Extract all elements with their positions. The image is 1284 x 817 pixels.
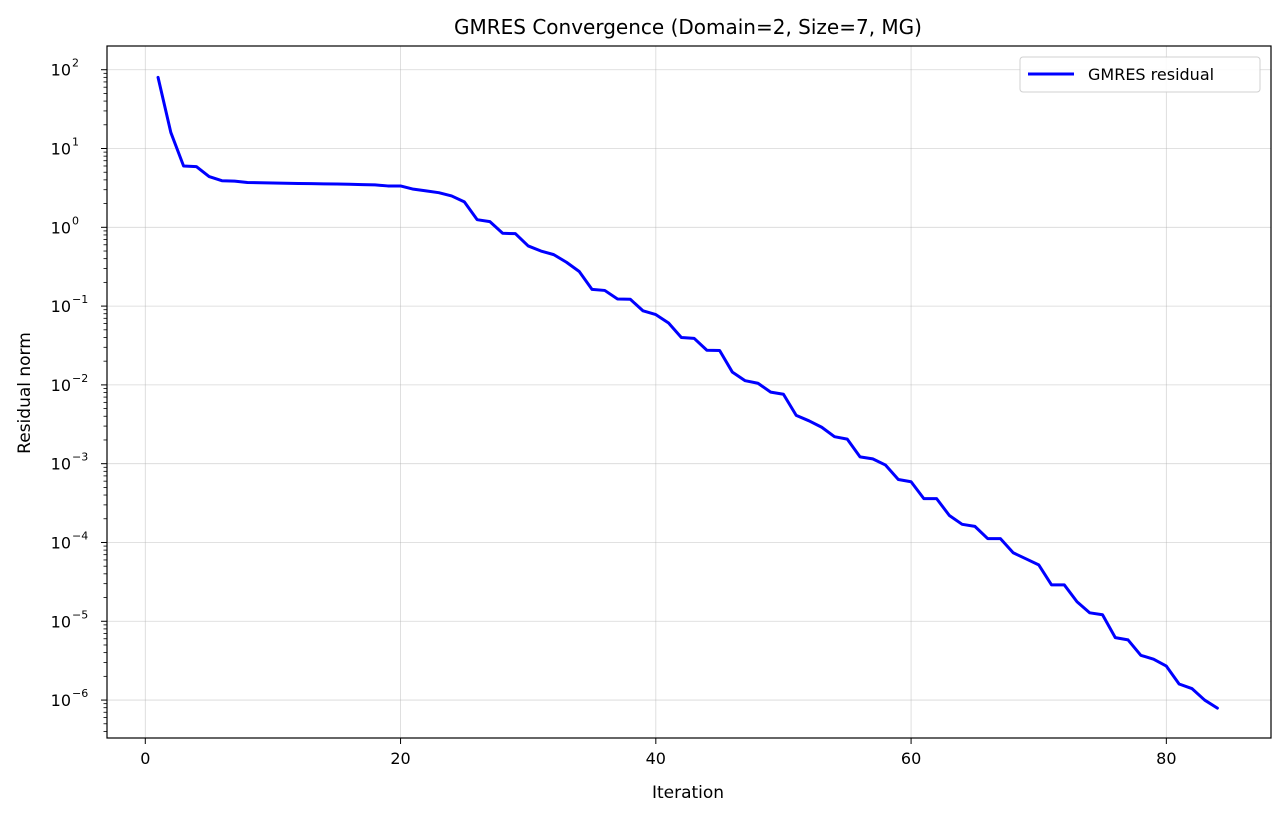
y-axis-label: Residual norm [15,332,35,454]
y-tick-label: 10 [51,218,71,237]
x-tick-label: 40 [646,749,666,768]
y-tick-label-exponent: −2 [72,372,88,385]
legend-box [1019,56,1261,93]
y-tick-label: 10 [51,455,71,474]
series-layer [156,75,1219,710]
y-tick-label-exponent: −1 [72,293,88,306]
y-tick-label: 10 [51,297,71,316]
series-line-gmres-residual [156,75,1219,710]
y-tick-label-exponent: 2 [72,57,79,70]
y-tick-label: 10 [51,691,71,710]
x-tick-label: 80 [1156,749,1176,768]
x-tick-label: 60 [901,749,921,768]
y-tick-label: 10 [51,533,71,552]
x-tick-label: 20 [390,749,410,768]
legend: GMRES residual [1019,56,1261,93]
y-tick-label-exponent: −6 [72,687,88,700]
y-tick-label: 10 [51,612,71,631]
y-tick-label: 10 [51,376,71,395]
x-axis-label: Iteration [652,783,724,803]
grid [107,46,1271,738]
y-tick-label: 10 [51,140,71,159]
y-tick-label: 10 [51,61,71,80]
plot-area-frame [106,45,1272,739]
y-tick-label-exponent: −5 [72,608,88,621]
y-tick-label-exponent: 1 [72,136,79,149]
x-tick-label: 0 [140,749,150,768]
y-tick-label-exponent: −4 [72,529,88,542]
y-tick-label-exponent: 0 [72,214,79,227]
y-tick-label-exponent: −3 [72,451,88,464]
chart-title: GMRES Convergence (Domain=2, Size=7, MG) [454,15,922,39]
legend-label-gmres-residual: GMRES residual [1088,65,1214,84]
